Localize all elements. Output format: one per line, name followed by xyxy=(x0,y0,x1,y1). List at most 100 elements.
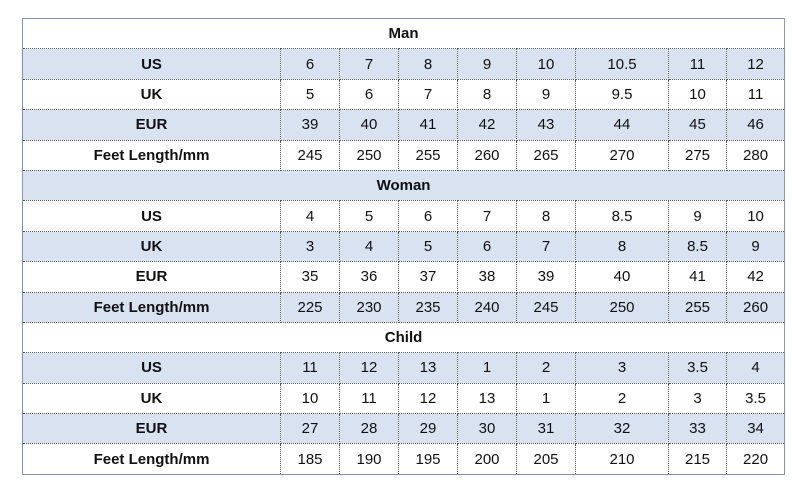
size-cell: 8 xyxy=(457,78,517,111)
size-cell: 5 xyxy=(280,78,340,111)
size-cell: 235 xyxy=(398,291,458,323)
size-cell: 6 xyxy=(398,200,458,232)
size-cell: 45 xyxy=(668,109,727,141)
size-cell: 8.5 xyxy=(668,230,727,263)
size-cell: 4 xyxy=(280,200,340,232)
size-cell: 8.5 xyxy=(575,200,669,232)
size-cell: 3.5 xyxy=(668,352,727,384)
row-label: US xyxy=(22,200,281,232)
size-cell: 5 xyxy=(339,200,399,232)
size-cell: 9 xyxy=(516,78,576,111)
size-row-child-feet-length: Feet Length/mm 185 190 195 200 205 210 2… xyxy=(22,443,786,475)
size-cell: 34 xyxy=(725,413,786,445)
size-cell: 36 xyxy=(339,261,399,293)
size-cell: 260 xyxy=(725,291,786,323)
row-label: Feet Length/mm xyxy=(22,443,281,475)
row-label: Feet Length/mm xyxy=(22,291,281,323)
size-cell: 3 xyxy=(280,230,340,263)
row-label: EUR xyxy=(22,413,281,445)
size-cell: 44 xyxy=(575,109,669,141)
size-cell: 225 xyxy=(280,291,340,323)
size-cell: 35 xyxy=(280,261,340,293)
row-label: Feet Length/mm xyxy=(22,139,281,171)
size-cell: 10 xyxy=(725,200,786,232)
size-row-man-uk: UK 5 6 7 8 9 9.5 10 11 xyxy=(22,78,786,111)
section-title-row: Man xyxy=(21,17,786,50)
size-cell: 33 xyxy=(668,413,727,445)
size-cell: 39 xyxy=(516,261,576,293)
size-cell: 10 xyxy=(280,382,340,415)
size-cell: 3.5 xyxy=(725,382,786,415)
size-cell: 41 xyxy=(398,109,458,141)
size-cell: 200 xyxy=(457,443,517,475)
size-row-child-eur: EUR 27 28 29 30 31 32 33 34 xyxy=(22,413,786,445)
size-row-woman-eur: EUR 35 36 37 38 39 40 41 42 xyxy=(22,261,786,293)
size-cell: 280 xyxy=(725,139,786,171)
size-cell: 270 xyxy=(575,139,669,171)
size-cell: 10 xyxy=(668,78,727,111)
size-cell: 250 xyxy=(339,139,399,171)
size-cell: 39 xyxy=(280,109,340,141)
size-chart-body: Man US 6 7 8 9 10 10.5 11 12 UK 5 6 7 8 … xyxy=(21,17,786,475)
size-cell: 1 xyxy=(457,352,517,384)
size-cell: 260 xyxy=(457,139,517,171)
row-label: EUR xyxy=(22,109,281,141)
size-cell: 42 xyxy=(457,109,517,141)
size-cell: 12 xyxy=(725,48,786,80)
size-cell: 12 xyxy=(398,382,458,415)
size-cell: 195 xyxy=(398,443,458,475)
size-cell: 30 xyxy=(457,413,517,445)
row-label: UK xyxy=(22,382,281,415)
size-cell: 11 xyxy=(339,382,399,415)
size-cell: 40 xyxy=(575,261,669,293)
row-label: UK xyxy=(22,230,281,263)
size-row-woman-feet-length: Feet Length/mm 225 230 235 240 245 250 2… xyxy=(22,291,786,323)
size-row-child-us: US 11 12 13 1 2 3 3.5 4 xyxy=(22,352,786,384)
size-cell: 255 xyxy=(668,291,727,323)
size-cell: 10 xyxy=(516,48,576,80)
size-cell: 32 xyxy=(575,413,669,445)
size-cell: 1 xyxy=(516,382,576,415)
size-cell: 7 xyxy=(398,78,458,111)
row-label: EUR xyxy=(22,261,281,293)
size-cell: 28 xyxy=(339,413,399,445)
size-cell: 3 xyxy=(668,382,727,415)
size-cell: 2 xyxy=(575,382,669,415)
size-cell: 205 xyxy=(516,443,576,475)
size-cell: 42 xyxy=(725,261,786,293)
size-cell: 11 xyxy=(725,78,786,111)
size-cell: 250 xyxy=(575,291,669,323)
size-cell: 37 xyxy=(398,261,458,293)
row-label: US xyxy=(22,48,281,80)
size-cell: 9.5 xyxy=(575,78,669,111)
section-title-row: Child xyxy=(21,321,786,354)
size-row-woman-us: US 4 5 6 7 8 8.5 9 10 xyxy=(22,200,786,232)
section-title-man: Man xyxy=(21,17,786,50)
size-cell: 2 xyxy=(516,352,576,384)
size-cell: 7 xyxy=(516,230,576,263)
size-row-child-uk: UK 10 11 12 13 1 2 3 3.5 xyxy=(22,382,786,415)
size-chart-table: Man US 6 7 8 9 10 10.5 11 12 UK 5 6 7 8 … xyxy=(21,17,786,475)
section-title-row: Woman xyxy=(21,169,786,202)
size-cell: 245 xyxy=(516,291,576,323)
size-cell: 9 xyxy=(725,230,786,263)
size-cell: 27 xyxy=(280,413,340,445)
size-cell: 8 xyxy=(575,230,669,263)
size-cell: 38 xyxy=(457,261,517,293)
size-cell: 7 xyxy=(339,48,399,80)
row-label: UK xyxy=(22,78,281,111)
size-cell: 12 xyxy=(339,352,399,384)
size-cell: 6 xyxy=(457,230,517,263)
size-cell: 46 xyxy=(725,109,786,141)
size-cell: 4 xyxy=(725,352,786,384)
size-cell: 10.5 xyxy=(575,48,669,80)
size-cell: 9 xyxy=(668,200,727,232)
size-cell: 185 xyxy=(280,443,340,475)
size-cell: 230 xyxy=(339,291,399,323)
size-cell: 43 xyxy=(516,109,576,141)
size-row-man-feet-length: Feet Length/mm 245 250 255 260 265 270 2… xyxy=(22,139,786,171)
size-cell: 11 xyxy=(668,48,727,80)
size-cell: 210 xyxy=(575,443,669,475)
size-cell: 4 xyxy=(339,230,399,263)
size-cell: 8 xyxy=(516,200,576,232)
